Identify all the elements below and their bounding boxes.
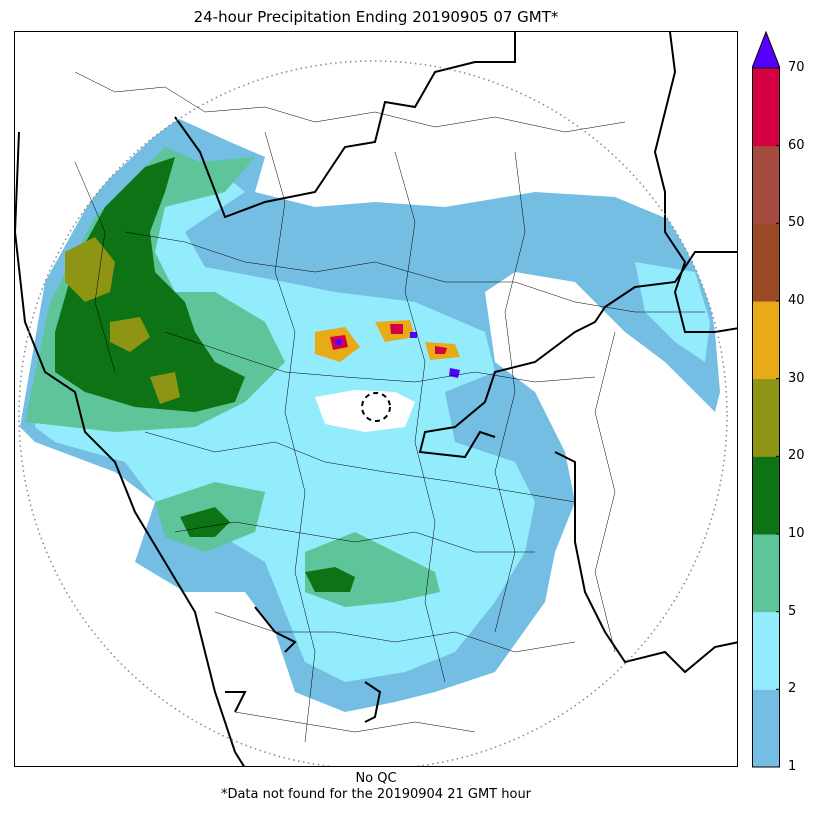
qc-note: No QC: [355, 771, 397, 786]
colorbar-tick-label: 50: [788, 215, 805, 231]
colorbar-tick-label: 10: [788, 526, 805, 541]
colorbar-tick-label: 1: [788, 759, 797, 774]
colorbar-tick-label: 60: [788, 137, 805, 153]
colorbar-svg: [751, 30, 781, 768]
colorbar-tick-label: 20: [788, 448, 805, 464]
colorbar-frame: [752, 67, 780, 768]
precip-region-10-20-south: [305, 567, 355, 592]
colorbar-tick-label: 40: [788, 293, 805, 308]
colorbar-bin: [752, 534, 780, 613]
map-title: 24-hour Precipitation Ending 20190905 07…: [193, 8, 559, 26]
colorbar: [751, 30, 781, 770]
colorbar-bin: [752, 68, 780, 147]
radar-map-canvas: [15, 32, 737, 766]
precip-cells-60-70: [330, 324, 447, 354]
colorbar-bin: [752, 223, 780, 302]
precip-region-20-30: [65, 237, 115, 302]
radar-map: [14, 31, 738, 767]
precipitation-field: [20, 117, 720, 712]
radar-range-ring: [18, 60, 728, 766]
precip-region-10-20-sw: [180, 507, 230, 537]
colorbar-bin: [752, 689, 780, 768]
colorbar-extend-triangle: [751, 30, 781, 69]
colorbar-bin: [752, 611, 780, 690]
colorbar-tick-label: 70: [788, 60, 805, 75]
colorbar-tick-label: 5: [788, 603, 797, 619]
colorbar-bin: [752, 145, 780, 224]
colorbar-tick-label: 2: [788, 681, 797, 697]
district-boundaries: [74, 71, 705, 743]
colorbar-tick-label: 30: [788, 370, 805, 386]
colorbar-bin: [752, 378, 780, 457]
missing-data-note: *Data not found for the 20190904 21 GMT …: [220, 787, 532, 802]
radar-blind-zone: [315, 390, 415, 432]
colorbar-bin: [752, 456, 780, 535]
precip-region-20-30-b: [110, 317, 150, 352]
radar-site-marker: [361, 392, 391, 422]
state-boundaries: [15, 32, 737, 766]
precip-cells-30-40: [315, 320, 460, 362]
precip-region-20-30-c: [150, 372, 180, 404]
colorbar-bin: [752, 301, 780, 380]
precip-region-10-20: [55, 157, 245, 412]
